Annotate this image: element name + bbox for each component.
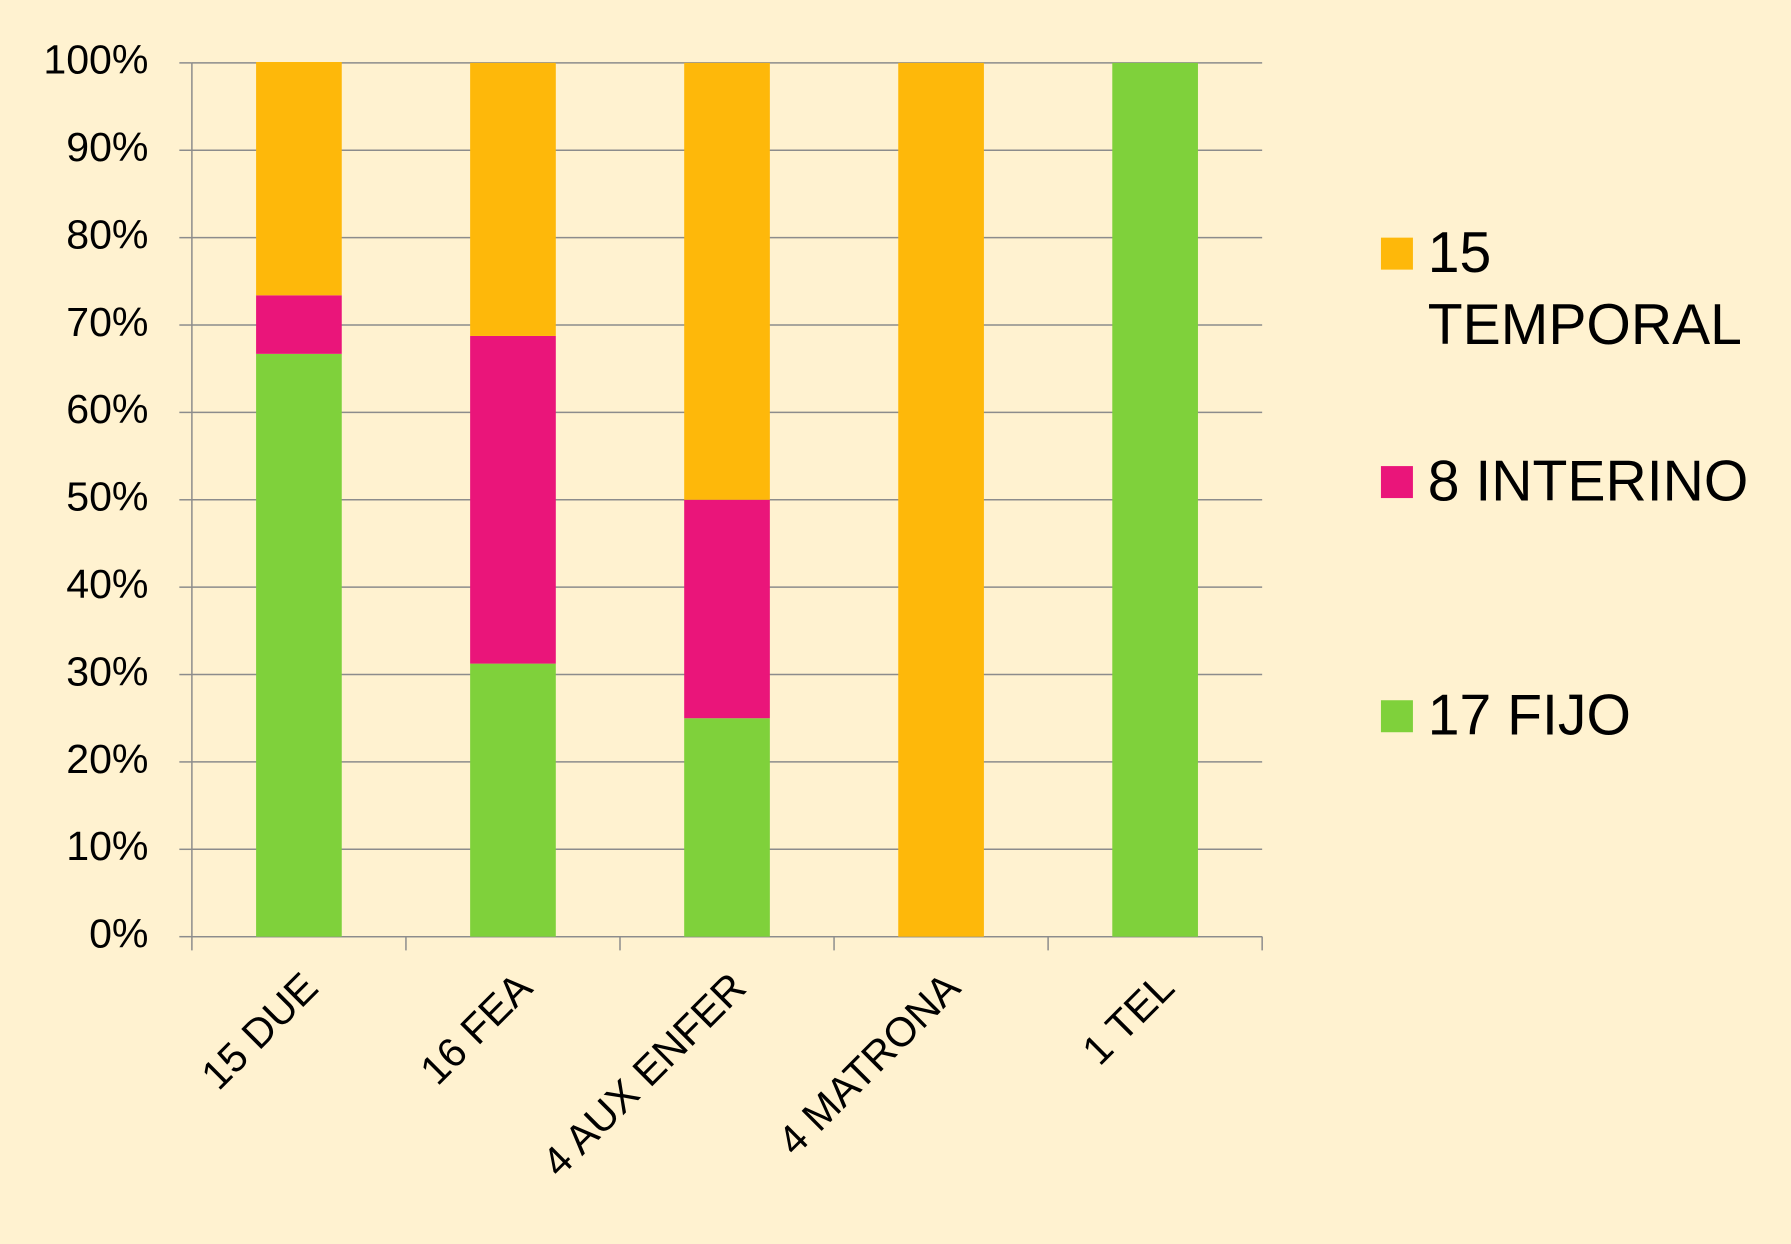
bar-segment <box>684 499 770 719</box>
bar-segment <box>684 718 770 937</box>
bar-segment <box>1112 62 1198 937</box>
y-tick-label: 90% <box>66 124 148 170</box>
y-tick-label: 60% <box>66 386 148 432</box>
bar-segment <box>256 295 342 354</box>
bar-segment <box>470 335 556 664</box>
legend-entry: 17 FIJO <box>1427 683 1631 748</box>
legend-label: 17 FIJO <box>1427 683 1631 748</box>
y-tick-label: 20% <box>66 736 148 782</box>
bar-segment <box>470 62 556 336</box>
bar-segment <box>470 663 556 937</box>
y-tick-label: 10% <box>66 823 148 869</box>
y-tick-label: 30% <box>66 648 148 694</box>
legend-swatch <box>1380 700 1413 733</box>
y-tick-label: 70% <box>66 299 148 345</box>
bar-segment <box>256 62 342 296</box>
legend-entry: 15 TEMPORAL <box>1427 220 1742 357</box>
y-tick-label: 50% <box>66 474 148 520</box>
legend-entry: 8 INTERINO <box>1427 448 1749 513</box>
y-tick-label: 80% <box>66 212 148 258</box>
y-tick-label: 0% <box>89 911 148 957</box>
y-tick-label: 40% <box>66 561 148 607</box>
bar-segment <box>684 62 770 500</box>
legend-label: 8 INTERINO <box>1427 448 1749 513</box>
legend-label: 15 TEMPORAL <box>1427 220 1742 357</box>
legend-swatch <box>1380 466 1413 499</box>
bar-segment <box>898 62 984 937</box>
bar-segment <box>256 353 342 937</box>
legend-swatch <box>1380 237 1413 270</box>
y-tick-label: 100% <box>43 37 148 83</box>
